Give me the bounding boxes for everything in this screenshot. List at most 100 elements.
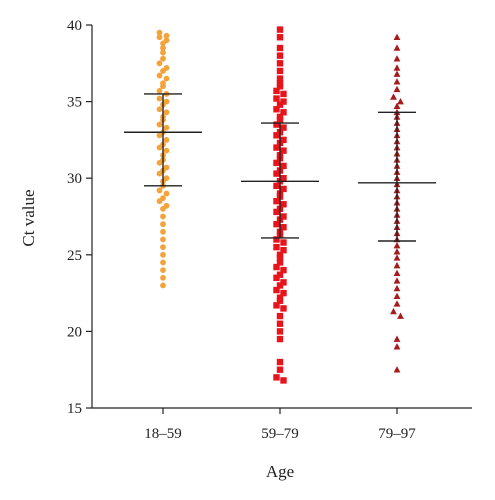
data-point [160,213,166,220]
data-point [276,83,284,90]
data-point [160,40,166,47]
data-point [160,83,166,90]
data-point [273,87,280,95]
data-point [156,159,163,166]
data-point [276,60,284,67]
data-point [273,243,280,251]
data-point [276,26,284,33]
data-point [156,132,163,139]
data-point [397,312,404,319]
data-point [273,208,280,216]
data-point [160,68,166,74]
data-point [276,52,284,59]
data-point [280,124,287,131]
data-point [273,263,280,271]
data-point [280,175,287,182]
data-point [156,121,163,128]
data-point [280,305,287,312]
data-point [276,358,284,366]
data-point [156,170,163,177]
data-point [273,144,280,151]
data-point [280,213,287,220]
data-point [276,335,284,343]
data-point [276,67,284,75]
data-point [160,205,166,212]
data-point [273,220,280,228]
data-point [276,297,284,304]
data-point [156,198,163,205]
x-axis-title: Age [266,462,294,481]
data-point [280,289,287,297]
data-point [393,55,401,62]
data-point [280,377,287,384]
data-point [280,109,287,116]
data-point [276,116,284,124]
data-point [163,124,170,131]
data-point [160,274,166,281]
axes: 15 20 25 30 35 40 18–59 59–79 79–97 [67,18,472,442]
data-point [276,259,284,266]
data-point [393,284,401,292]
data-point [393,64,401,71]
data-point [160,221,166,228]
data-point [393,261,401,269]
data-point [393,335,401,342]
data-point [397,98,404,105]
data-point [276,101,284,108]
data-point [160,259,166,266]
y-tick-label: 30 [67,171,82,187]
data-point [163,137,170,143]
data-point [280,90,287,98]
data-point [156,72,163,79]
y-axis-title: Ct value [19,189,38,246]
data-point [276,320,284,327]
data-point [156,34,163,41]
data-point [280,247,287,254]
data-point [280,136,287,144]
data-point [280,147,287,154]
data-point [273,121,280,128]
data-point [280,279,287,286]
x-tick-label: 18–59 [144,426,182,442]
data-point [163,147,170,154]
data-point [160,55,166,62]
data-point [273,236,280,243]
data-point [160,267,166,274]
data-point [276,34,284,41]
data-point [273,374,280,381]
data-point [393,254,401,261]
y-tick-label: 25 [67,248,82,264]
data-point [390,307,397,315]
data-point [276,75,284,82]
data-point [156,187,163,194]
data-point [276,328,284,335]
data-point [393,292,401,299]
data-point [280,98,287,105]
data-point [163,190,170,197]
y-tick-label: 35 [67,95,82,111]
data-point [156,29,163,36]
data-point [276,312,284,320]
y-tick-label: 20 [67,324,82,340]
data-point [163,32,170,39]
data-point [160,282,166,289]
data-point [276,254,284,262]
x-tick-label: 79–97 [378,426,416,442]
data-point [160,236,166,243]
data-point [276,282,284,289]
data-point [393,44,401,51]
data-point [393,269,401,276]
data-point [276,271,284,278]
data-point [393,277,401,284]
data-point [280,162,287,170]
data-point [273,159,280,167]
data-point [160,244,166,251]
data-point [273,197,280,205]
data-point [273,302,280,309]
summary-lines [124,93,436,242]
data-point [393,85,401,93]
y-tick-label: 15 [67,401,82,417]
data-point [156,60,163,67]
data-point [393,248,401,255]
